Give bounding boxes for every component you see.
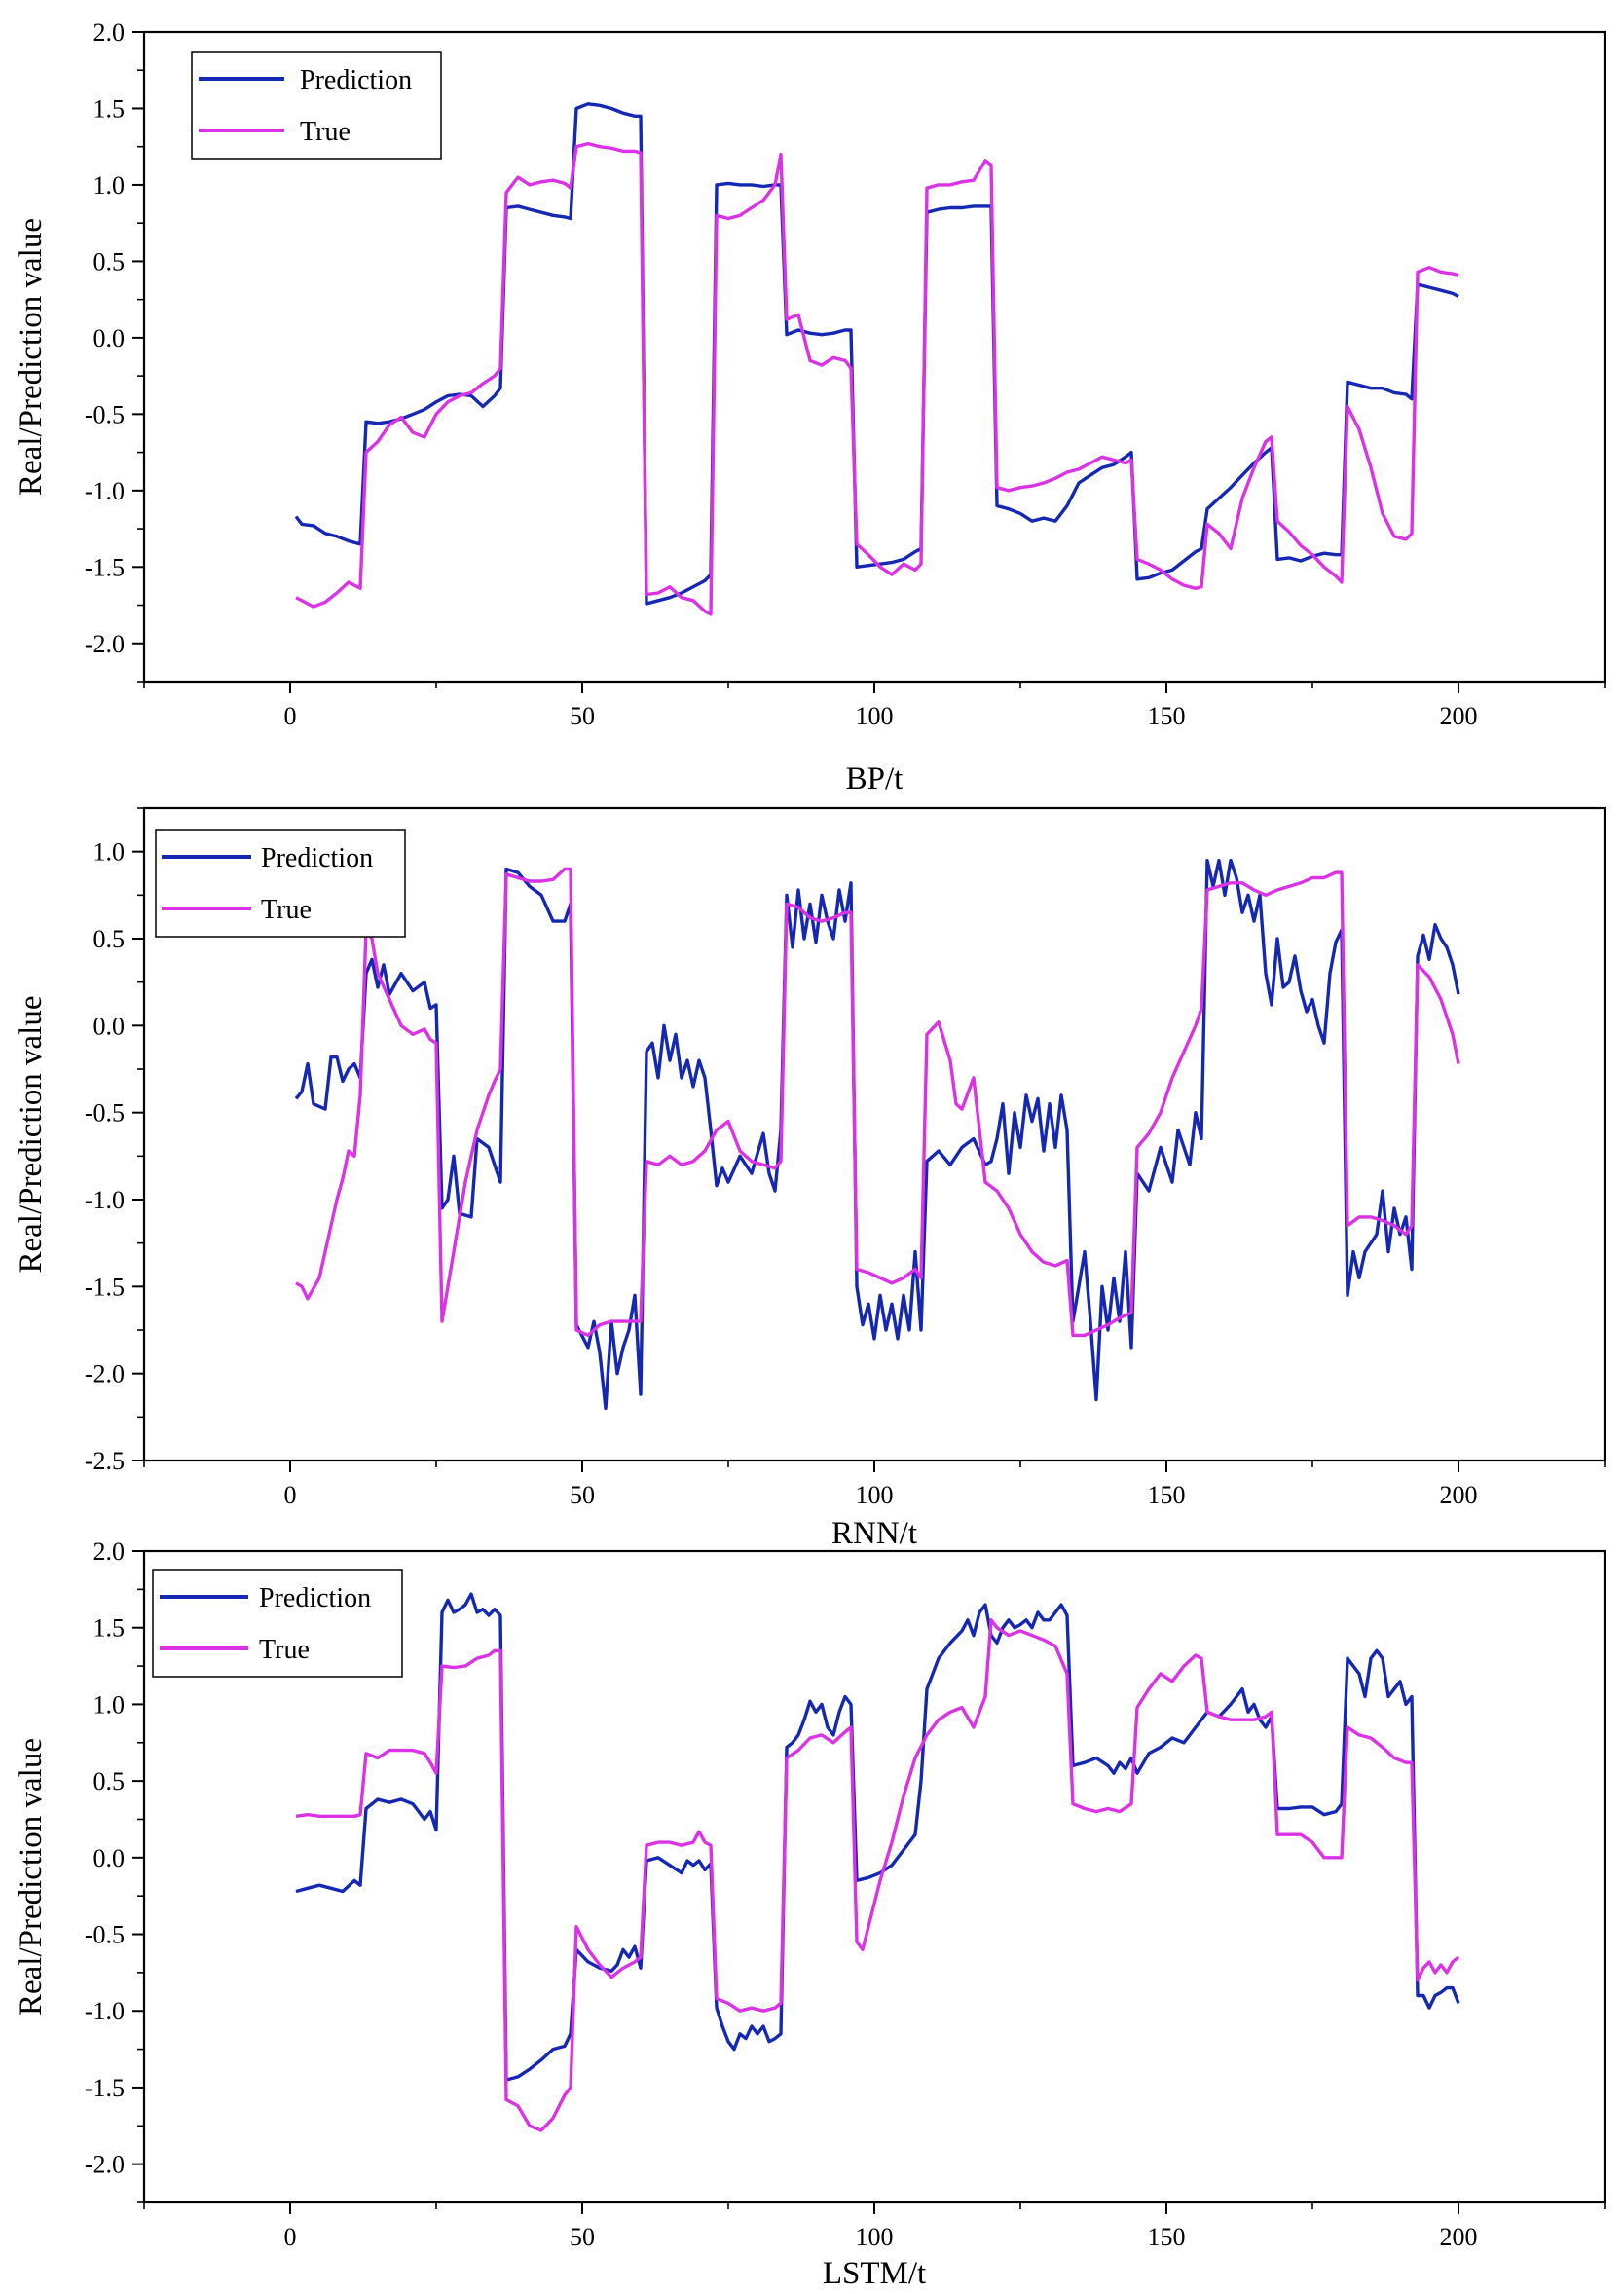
chart-1-ytick-label: 0.5: [93, 247, 126, 276]
chart-1-legend-box: [191, 51, 442, 160]
chart-1-y-axis-title: Real/Prediction value: [14, 218, 49, 496]
chart-1-x-axis-title: BP/t: [846, 761, 904, 796]
chart-2-ytick-label: -2.5: [85, 1447, 125, 1475]
chart-3-ytick-label: 0.0: [93, 1844, 126, 1872]
chart-3-legend-label-prediction: Prediction: [259, 1583, 371, 1613]
chart-2-xtick-label: 150: [1148, 1481, 1186, 1509]
chart-2-xtick-label: 50: [570, 1481, 595, 1509]
chart-3-ytick-label: -2.0: [85, 2151, 125, 2179]
chart-1-legend-label-true: True: [300, 117, 351, 147]
chart-2-legend-box: [155, 829, 406, 938]
chart-1-ytick-label: 0.0: [93, 324, 126, 352]
chart-1-ytick-label: -2.0: [85, 630, 125, 658]
chart-3-ytick-label: -1.5: [85, 2074, 125, 2102]
chart-1-series-true: [295, 141, 1459, 616]
chart-3: 2.0 1.5 1.0 0.5 0.0 -0.5 -1.0 -1.5 -2.0 0 50 100 150…: [14, 1537, 1606, 2291]
chart-3-legend-box: [152, 1569, 403, 1678]
chart-2-ytick-label: -2.0: [85, 1360, 125, 1388]
chart-1-xtick-label: 150: [1148, 702, 1186, 730]
chart-2-legend-label-true: True: [261, 895, 312, 925]
chart-1-xtick-label: 0: [284, 702, 297, 730]
chart-3-xtick-label: 0: [284, 2223, 297, 2251]
chart-2-ytick-label: -1.0: [85, 1186, 125, 1214]
chart-3-ytick-label: -1.0: [85, 1997, 125, 2025]
chart-2-xtick-label: 100: [856, 1481, 894, 1509]
chart-1-xtick-label: 200: [1440, 702, 1478, 730]
chart-3-series-true: [295, 1618, 1460, 2132]
chart-1-legend-label-prediction: Prediction: [300, 65, 412, 95]
chart-1-xtick-label: 50: [570, 702, 595, 730]
chart-2-xtick-label: 200: [1440, 1481, 1478, 1509]
chart-2-ytick-label: -0.5: [85, 1099, 125, 1128]
chart-3-ytick-label: 1.5: [93, 1614, 126, 1643]
chart-3-x-axis-title: LSTM/t: [823, 2256, 926, 2291]
chart-3-ytick-label: 0.5: [93, 1767, 126, 1795]
chart-2-xtick-label: 0: [284, 1481, 297, 1509]
chart-1-ytick-label: 1.0: [93, 171, 126, 200]
chart-2-ytick-label: 0.5: [93, 925, 126, 953]
chart-2-series-prediction: [294, 858, 1460, 1411]
chart-3-series-prediction: [295, 1592, 1460, 2082]
chart-1-ytick-label: 2.0: [93, 18, 126, 47]
chart-1-ytick-label: -1.0: [85, 477, 125, 505]
chart-1-ytick-label: 1.5: [93, 94, 126, 123]
chart-3-ytick-label: 1.0: [93, 1690, 126, 1719]
chart-2-ytick-label: 0.0: [93, 1012, 126, 1040]
chart-3-legend: Prediction True: [152, 1569, 403, 1678]
chart-2: 1.0 0.5 0.0 -0.5 -1.0 -1.5 -2.0 -2.5 0 50 100 150 20…: [14, 806, 1606, 1551]
chart-2-legend-label-prediction: Prediction: [261, 843, 373, 873]
chart-3-y-axis-title: Real/Prediction value: [14, 1738, 49, 2016]
chart-2-legend: Prediction True: [155, 829, 406, 938]
chart-3-ytick-label: -0.5: [85, 1921, 125, 1949]
chart-1: 2.0 1.5 1.0 0.5 0.0 -0.5 -1.0 -1.5 -2.0 0 50 100 150…: [14, 18, 1606, 796]
chart-2-y-axis-title: Real/Prediction value: [14, 996, 49, 1274]
chart-1-ytick-label: -1.5: [85, 553, 125, 581]
chart-1-ytick-label: -0.5: [85, 400, 125, 428]
chart-3-legend-label-true: True: [259, 1635, 310, 1665]
chart-2-ytick-label: 1.0: [93, 838, 126, 867]
chart-2-x-axis-title: RNN/t: [831, 1516, 917, 1551]
chart-3-ytick-label: 2.0: [93, 1537, 126, 1566]
chart-3-xtick-label: 50: [570, 2223, 595, 2251]
chart-1-legend: Prediction True: [191, 51, 442, 160]
chart-3-xtick-label: 200: [1440, 2223, 1478, 2251]
chart-2-ytick-label: -1.5: [85, 1273, 125, 1301]
chart-3-xtick-label: 100: [856, 2223, 894, 2251]
chart-2-series-true: [295, 867, 1460, 1338]
chart-1-xtick-label: 100: [856, 702, 894, 730]
chart-3-xtick-label: 150: [1148, 2223, 1186, 2251]
